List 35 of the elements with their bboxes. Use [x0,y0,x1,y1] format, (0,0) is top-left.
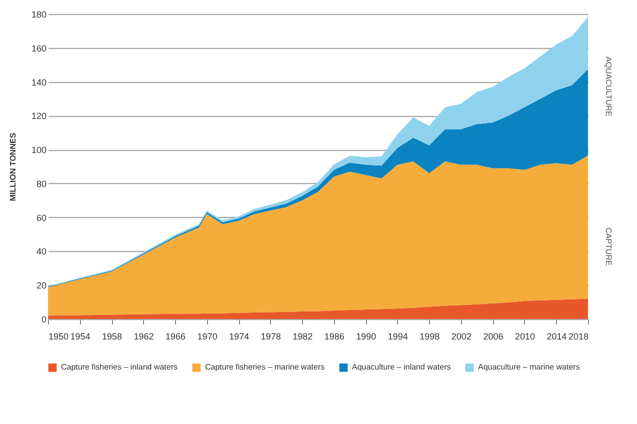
text: AQUACULTURE [604,56,613,116]
y-tick-label: 120 [31,111,46,122]
y-tick-label: 100 [31,145,46,156]
y-tick-label: 160 [31,43,46,54]
x-tick-label: 1958 [102,332,122,342]
x-tick-label: 1970 [197,332,218,342]
x-tick-label: 1990 [356,332,376,342]
x-tick-label: 1978 [260,332,281,342]
y-tick-label: 140 [31,77,46,88]
y-tick-label: 60 [36,212,46,223]
x-tick-label: 2018 [568,332,588,342]
x-tick-label: 1962 [134,332,154,342]
text: CAPTURE [604,227,613,266]
legend-label: Capture fisheries – inland waters [61,362,178,372]
x-tick-label: 2014 [546,332,567,342]
y-tick-label: 40 [36,246,46,257]
x-tick-label: 2006 [483,332,504,342]
x-tick-label: 1994 [388,332,408,342]
x-tick-label: 1986 [324,332,344,342]
x-tick-label: 1982 [292,332,313,342]
x-tick-label: 1954 [70,332,90,342]
x-tick-label: 1950 [48,332,69,342]
y-axis-title: MILLION TONNES [8,132,18,202]
y-tick-label: 20 [36,280,46,291]
y-tick-label: 80 [36,178,46,189]
x-tick-label: 2002 [451,332,472,342]
legend-label: Aquaculture – marine waters [478,362,580,372]
y-tick-label: 180 [31,10,46,20]
legend-label: Capture fisheries – marine waters [205,362,325,372]
legend-label: Aquaculture – inland waters [352,362,451,372]
x-tick-label: 2010 [514,332,535,342]
x-tick-label: 1974 [229,332,250,342]
x-tick-label: 1966 [166,332,186,342]
y-tick-label: 0 [41,314,46,324]
x-tick-label: 1998 [420,332,440,342]
